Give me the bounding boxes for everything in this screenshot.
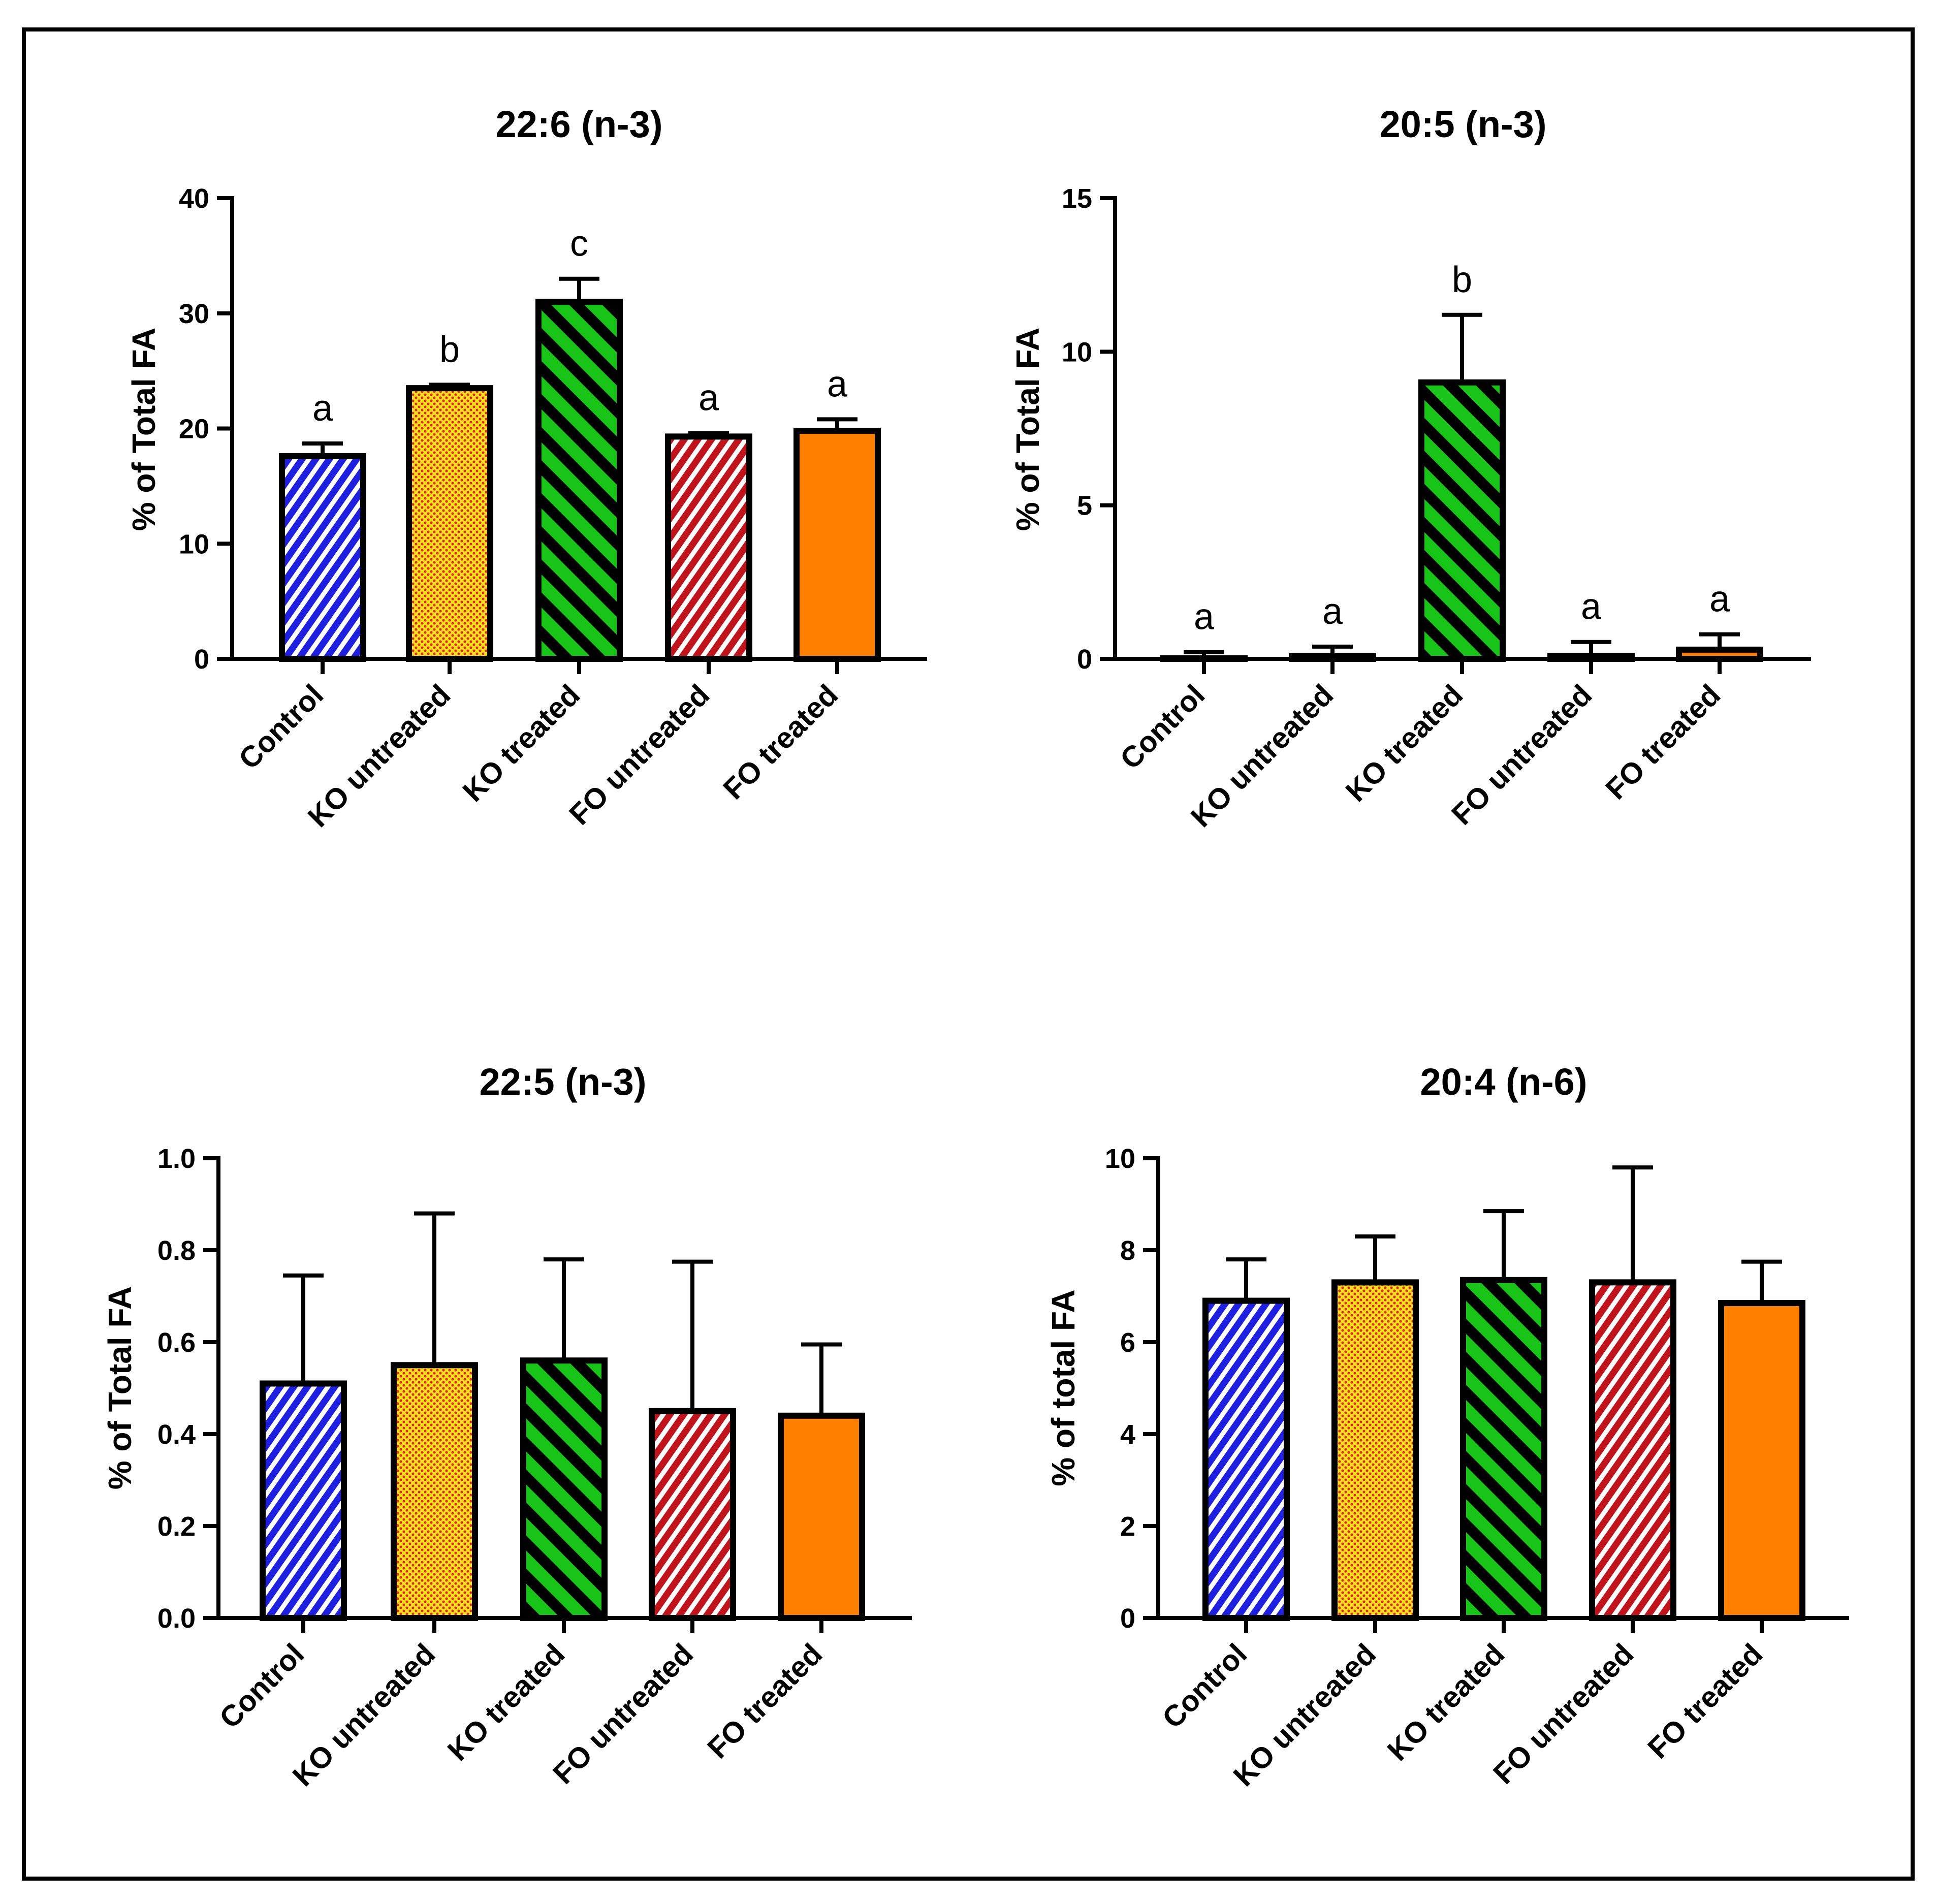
y-tick-label: 0.8 <box>157 1235 196 1266</box>
y-tick-label: 10 <box>1105 1144 1135 1174</box>
bar-fo-treated <box>793 428 881 662</box>
error-bar <box>1741 1259 1782 1304</box>
y-tick-label: 30 <box>179 299 209 329</box>
error-bar <box>1612 1165 1653 1283</box>
significance-letter: a <box>827 364 848 404</box>
y-tick-label: 0.6 <box>157 1327 196 1358</box>
error-bar <box>1483 1209 1524 1280</box>
y-tick-label: 10 <box>179 529 209 559</box>
significance-letter: a <box>312 388 333 429</box>
error-bar <box>801 1342 842 1416</box>
significance-letter: a <box>1194 597 1215 638</box>
significance-letter: a <box>1709 579 1730 620</box>
y-tick-label: 10 <box>1062 337 1092 367</box>
bar-fo-untreated <box>649 1408 736 1621</box>
y-tick-label: 0.4 <box>157 1419 196 1450</box>
y-tick-label: 0.2 <box>157 1511 196 1542</box>
y-tick-label: 20 <box>179 414 209 445</box>
bar-ko-treated <box>1460 1277 1547 1621</box>
bar-fo-untreated <box>1589 1279 1676 1622</box>
y-tick-label: 4 <box>1120 1419 1135 1450</box>
bar-ko-treated <box>520 1357 608 1621</box>
y-axis-label: % of Total FA <box>1009 328 1046 531</box>
error-bar <box>302 441 343 456</box>
y-tick-label: 0 <box>194 644 209 675</box>
y-tick-label: 5 <box>1077 491 1092 521</box>
error-bar <box>1571 640 1611 656</box>
y-tick-label: 0.0 <box>157 1603 196 1634</box>
y-tick-label: 1.0 <box>157 1144 196 1174</box>
error-bar <box>1442 312 1482 383</box>
bar-ko-untreated <box>391 1362 478 1621</box>
y-tick-label: 0 <box>1077 644 1092 675</box>
error-bar <box>414 1211 455 1366</box>
error-bar <box>817 417 858 431</box>
error-bar <box>1355 1234 1395 1283</box>
bar-control <box>260 1380 347 1621</box>
error-bar <box>1226 1257 1266 1301</box>
error-bar <box>1699 632 1740 650</box>
bar-fo-treated <box>778 1412 865 1622</box>
significance-letter: a <box>1581 587 1602 627</box>
y-tick-label: 2 <box>1120 1511 1135 1542</box>
y-axis-label: % of total FA <box>1045 1289 1082 1486</box>
significance-letter: a <box>698 378 719 419</box>
error-bar <box>688 431 729 437</box>
significance-letter: b <box>439 329 460 370</box>
y-axis-label: % of Total FA <box>102 1286 138 1490</box>
significance-letter: c <box>570 224 588 264</box>
bar-ko-treated <box>1418 379 1506 662</box>
chart-title: 20:5 (n-3) <box>1380 103 1547 145</box>
bar-ko-treated <box>535 299 623 662</box>
error-bar <box>672 1259 713 1411</box>
y-tick-label: 40 <box>179 183 209 214</box>
y-tick-label: 8 <box>1120 1235 1135 1266</box>
bar-fo-treated <box>1718 1300 1805 1621</box>
error-bar <box>1312 644 1353 656</box>
y-tick-label: 15 <box>1062 183 1092 214</box>
chart-title: 22:5 (n-3) <box>480 1061 647 1103</box>
y-tick-label: 0 <box>1120 1603 1135 1634</box>
bar-control <box>1202 1297 1290 1622</box>
error-bar <box>544 1257 584 1361</box>
chart-title: 20:4 (n-6) <box>1420 1061 1587 1103</box>
error-bar <box>429 383 470 389</box>
bar-control <box>279 453 366 662</box>
bar-fo-untreated <box>665 433 752 662</box>
significance-letter: a <box>1322 591 1343 632</box>
y-axis-label: % of Total FA <box>125 328 162 531</box>
significance-letter: b <box>1452 260 1472 300</box>
bar-ko-untreated <box>406 385 493 662</box>
chart-title: 22:6 (n-3) <box>496 103 663 145</box>
error-bar <box>559 276 599 302</box>
bar-ko-untreated <box>1331 1279 1419 1622</box>
error-bar <box>283 1273 324 1384</box>
y-tick-label: 6 <box>1120 1327 1135 1358</box>
